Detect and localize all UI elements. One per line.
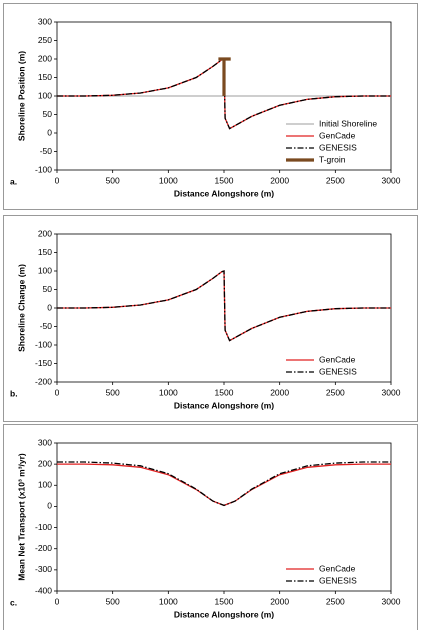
x-tick-label: 3000 xyxy=(382,387,401,397)
series-line xyxy=(57,461,391,507)
legend-label: GENESIS xyxy=(319,575,357,585)
x-tick-label: 500 xyxy=(106,596,120,606)
x-tick-label: 1000 xyxy=(159,175,178,185)
y-axis-label: Mean Net Transport (x10³ m³/yr) xyxy=(16,453,26,581)
x-tick-label: 2500 xyxy=(326,387,345,397)
y-tick-label: -100 xyxy=(35,339,52,349)
x-axis-label: Distance Alongshore (m) xyxy=(174,188,274,198)
y-tick-label: 0 xyxy=(47,127,52,137)
y-tick-label: -100 xyxy=(35,522,52,532)
x-tick-label: 500 xyxy=(106,175,120,185)
panel-frame xyxy=(3,3,418,210)
x-tick-label: 2000 xyxy=(270,387,289,397)
y-tick-label: -100 xyxy=(35,164,52,174)
series-line xyxy=(57,270,391,342)
y-tick-label: 300 xyxy=(38,16,52,26)
panel-label: a. xyxy=(10,176,17,186)
y-tick-label: 200 xyxy=(38,228,52,238)
legend-label: T-groin xyxy=(319,154,346,164)
y-tick-label: -300 xyxy=(35,564,52,574)
y-tick-label: -150 xyxy=(35,358,52,368)
x-tick-label: 2000 xyxy=(270,596,289,606)
x-tick-label: 1000 xyxy=(159,387,178,397)
y-tick-label: 150 xyxy=(38,247,52,257)
x-tick-label: 500 xyxy=(106,387,120,397)
legend-label: Initial Shoreline xyxy=(319,118,377,128)
y-tick-label: -50 xyxy=(40,321,53,331)
y-tick-label: 200 xyxy=(38,53,52,63)
y-tick-label: -50 xyxy=(40,146,53,156)
y-tick-label: 50 xyxy=(43,109,53,119)
y-tick-label: 200 xyxy=(38,458,52,468)
x-tick-label: 2500 xyxy=(326,596,345,606)
legend-label: GenCade xyxy=(319,563,356,573)
panel-label: c. xyxy=(10,597,17,607)
x-tick-label: 0 xyxy=(55,596,60,606)
y-tick-label: 300 xyxy=(38,437,52,447)
x-tick-label: 1000 xyxy=(159,596,178,606)
y-tick-label: -200 xyxy=(35,376,52,386)
legend-label: GenCade xyxy=(319,130,356,140)
panel-frame xyxy=(3,424,418,631)
legend-label: GENESIS xyxy=(319,142,357,152)
y-axis-label: Shoreline Position (m) xyxy=(16,51,26,141)
y-tick-label: 0 xyxy=(47,501,52,511)
x-tick-label: 1500 xyxy=(215,175,234,185)
y-tick-label: 0 xyxy=(47,302,52,312)
legend-label: GenCade xyxy=(319,354,356,364)
y-tick-label: 250 xyxy=(38,35,52,45)
y-tick-label: 100 xyxy=(38,480,52,490)
y-tick-label: 150 xyxy=(38,72,52,82)
x-tick-label: 2500 xyxy=(326,175,345,185)
x-axis-label: Distance Alongshore (m) xyxy=(174,400,274,410)
panel-frame xyxy=(3,215,418,422)
x-tick-label: 0 xyxy=(55,387,60,397)
x-axis-label: Distance Alongshore (m) xyxy=(174,609,274,619)
y-tick-label: -400 xyxy=(35,585,52,595)
x-tick-label: 0 xyxy=(55,175,60,185)
panel-label: b. xyxy=(10,388,18,398)
x-tick-label: 2000 xyxy=(270,175,289,185)
series-line xyxy=(218,57,231,96)
series-line xyxy=(57,463,391,507)
x-tick-label: 3000 xyxy=(382,596,401,606)
y-tick-label: 100 xyxy=(38,90,52,100)
legend-label: GENESIS xyxy=(319,366,357,376)
y-tick-label: -200 xyxy=(35,543,52,553)
x-tick-label: 3000 xyxy=(382,175,401,185)
y-tick-label: 100 xyxy=(38,265,52,275)
x-tick-label: 1500 xyxy=(215,387,234,397)
y-axis-label: Shoreline Change (m) xyxy=(16,264,26,352)
x-tick-label: 1500 xyxy=(215,596,234,606)
y-tick-label: 50 xyxy=(43,284,53,294)
